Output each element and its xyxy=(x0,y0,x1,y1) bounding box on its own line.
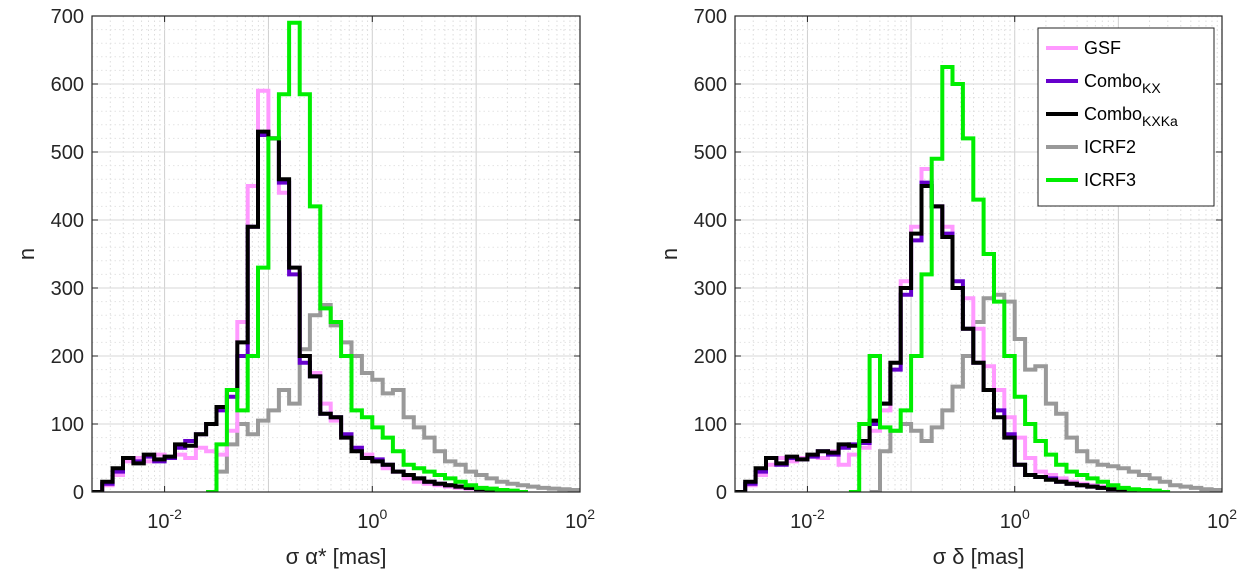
right-histogram-panel: 0 100 200 300 400 500 600 700 10-2 100 102 σ δ [mas… xyxy=(657,6,1237,569)
y-tick-label: 500 xyxy=(51,142,84,164)
legend: GSF ComboKX ComboKXKa ICRF2 ICRF3 xyxy=(1037,27,1215,207)
y-tick-label: 400 xyxy=(694,210,727,232)
legend-label: GSF xyxy=(1084,38,1121,58)
legend-entry: ComboKXKa xyxy=(1046,104,1178,129)
series-group xyxy=(92,20,580,492)
legend-entry: GSF xyxy=(1046,38,1121,58)
y-tick-label: 300 xyxy=(694,278,727,300)
series-line-combokxka xyxy=(92,129,518,492)
axes-box xyxy=(91,15,581,493)
series-line-combokxka xyxy=(735,184,1160,492)
x-tick-label: 100 xyxy=(1000,506,1030,533)
y-tick-label: 400 xyxy=(51,210,84,232)
legend-entry: ICRF2 xyxy=(1046,137,1136,157)
legend-entry: ComboKX xyxy=(1046,71,1161,96)
legend-label: ComboKX xyxy=(1084,71,1161,96)
x-tick-label: 10-2 xyxy=(790,506,825,533)
y-tick-label: 200 xyxy=(694,346,727,368)
legend-entry: ICRF3 xyxy=(1046,170,1136,190)
series-line-icrf2 xyxy=(206,303,580,492)
y-tick-label: 700 xyxy=(51,6,84,28)
x-axis-label: σ δ [mas] xyxy=(933,544,1025,569)
legend-label: ComboKXKa xyxy=(1084,104,1178,129)
y-tick-label: 0 xyxy=(73,482,84,504)
y-tick-label: 600 xyxy=(694,74,727,96)
y-tick-label: 200 xyxy=(51,346,84,368)
left-histogram-panel: 0 100 200 300 400 500 600 700 10-2 100 102 σ α* [ma… xyxy=(14,6,595,569)
y-tick-label: 100 xyxy=(51,414,84,436)
plot-area xyxy=(92,16,580,492)
series-line-icrf3 xyxy=(848,65,1171,492)
y-tick-label: 700 xyxy=(694,6,727,28)
legend-label: ICRF2 xyxy=(1084,137,1136,157)
x-tick-label: 100 xyxy=(357,506,387,533)
y-tick-label: 0 xyxy=(716,482,727,504)
y-axis-label: n xyxy=(657,248,682,260)
y-tick-label: 300 xyxy=(51,278,84,300)
x-tick-label: 10-2 xyxy=(147,506,182,533)
series-line-icrf3 xyxy=(206,20,528,492)
y-tick-label: 100 xyxy=(694,414,727,436)
legend-label: ICRF3 xyxy=(1084,170,1136,190)
axes-box xyxy=(734,15,1223,493)
x-tick-label: 102 xyxy=(565,506,595,533)
y-tick-label: 600 xyxy=(51,74,84,96)
x-tick-label: 102 xyxy=(1207,506,1237,533)
x-axis-label: σ α* [mas] xyxy=(286,544,387,569)
series-group xyxy=(735,65,1222,492)
legend-box xyxy=(1037,27,1215,207)
series-line-icrf2 xyxy=(869,292,1222,492)
y-tick-label: 500 xyxy=(694,142,727,164)
y-axis-label: n xyxy=(14,248,39,260)
